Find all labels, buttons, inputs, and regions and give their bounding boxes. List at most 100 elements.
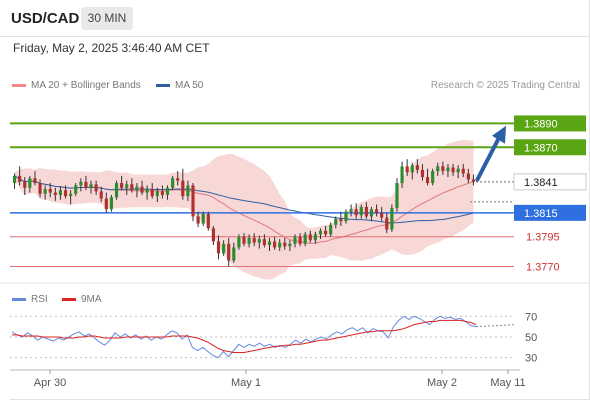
candle-body <box>165 187 170 195</box>
candle-body <box>125 184 129 188</box>
candle-body <box>247 237 251 244</box>
candle-body <box>79 181 83 186</box>
candle-body <box>176 178 180 181</box>
credit-text: Research © 2025 Trading Central <box>430 80 580 91</box>
candle-body <box>344 211 348 222</box>
candle-body <box>109 197 114 210</box>
candle-body <box>155 191 159 197</box>
rsi-ma-line <box>12 319 477 353</box>
candle-body <box>415 165 419 170</box>
datetime-label: Friday, May 2, 2025 3:46:40 AM CET <box>13 41 210 55</box>
legend-rsi: RSI <box>12 294 48 305</box>
candle-body <box>160 191 164 195</box>
timeframe-button[interactable]: 30 MIN <box>81 7 133 30</box>
candle-body <box>89 184 93 188</box>
candle-body <box>150 189 154 197</box>
candle-body <box>23 181 27 188</box>
candle-body <box>339 218 343 222</box>
candle-body <box>43 189 47 194</box>
candle-body <box>451 167 455 173</box>
legend-ma50: MA 50 <box>156 80 203 91</box>
resistance-tag <box>514 139 586 156</box>
ma20-label: MA 20 + Bollinger Bands <box>31 80 141 91</box>
candle-body <box>436 166 440 172</box>
rsi-tick-label: 50 <box>525 332 537 344</box>
candle-body <box>369 209 374 217</box>
candle-body <box>349 209 353 212</box>
resistance-tag <box>514 115 586 132</box>
candle-body <box>313 234 317 241</box>
candle-body <box>400 166 404 184</box>
candle-body <box>354 209 358 216</box>
candle-body <box>53 192 57 195</box>
candle-body <box>18 175 22 182</box>
candle-body <box>99 191 103 199</box>
candle-body <box>120 183 124 188</box>
candle-body <box>298 236 302 244</box>
candle-body <box>135 186 139 191</box>
time-tick-label: May 11 <box>490 377 525 389</box>
legend-rsi-ma: 9MA <box>62 294 102 305</box>
candle-body <box>130 184 134 191</box>
resistance-value: 1.3870 <box>524 142 558 154</box>
candle-body <box>334 218 338 225</box>
candle-body <box>69 193 73 197</box>
candle-body <box>273 241 277 248</box>
candle-body <box>242 236 246 244</box>
candle-body <box>145 189 149 193</box>
header-bar: USD/CAD 30 MIN <box>0 0 590 37</box>
candle-body <box>252 237 256 243</box>
candle-body <box>380 212 384 218</box>
candle-body <box>385 217 389 230</box>
rsi-tick-label: 30 <box>525 353 537 365</box>
candle-body <box>222 243 226 254</box>
pivot-value: 1.3815 <box>524 208 558 220</box>
candle-body <box>308 234 312 241</box>
candle-body <box>257 239 261 243</box>
candle-body <box>12 175 17 184</box>
candle-body <box>329 224 333 235</box>
candle-body <box>441 166 445 172</box>
candle-body <box>232 247 236 261</box>
candle-body <box>84 181 88 188</box>
rsi-tick-label: 70 <box>525 311 537 323</box>
support-value: 1.3795 <box>526 232 560 244</box>
candle-body <box>359 206 363 216</box>
candle-body <box>211 228 215 242</box>
forecast-arrow-head <box>492 125 506 144</box>
candle-body <box>461 168 465 174</box>
candle-body <box>410 165 414 173</box>
candle-body <box>114 183 119 198</box>
candle-body <box>278 242 282 248</box>
candle-body <box>390 208 394 230</box>
candle-body <box>186 185 190 197</box>
candle-body <box>48 189 52 193</box>
candle-body <box>196 216 200 224</box>
candle-body <box>28 178 32 188</box>
candle-body <box>227 243 231 261</box>
candle-body <box>303 234 307 244</box>
candle-body <box>420 169 425 178</box>
candle-body <box>237 236 241 248</box>
rsi-ma-swatch <box>62 297 76 301</box>
candle-body <box>181 180 185 197</box>
candle-body <box>38 183 42 194</box>
candle-body <box>201 214 205 224</box>
symbol-title: USD/CAD <box>11 10 80 27</box>
rsi-ma-label: 9MA <box>81 294 102 305</box>
candle-body <box>318 230 323 235</box>
candle-body <box>33 178 37 184</box>
candle-body <box>293 236 297 244</box>
candle-body <box>431 171 435 184</box>
candle-body <box>324 230 328 235</box>
forecast-arrow-shaft <box>475 133 502 182</box>
bollinger-band <box>14 139 474 280</box>
candle-body <box>471 179 476 182</box>
candle-body <box>425 177 430 184</box>
candle-body <box>267 241 272 246</box>
candle-body <box>288 243 292 247</box>
candle-body <box>405 166 409 173</box>
candle-body <box>58 190 63 195</box>
candle-body <box>446 167 450 172</box>
